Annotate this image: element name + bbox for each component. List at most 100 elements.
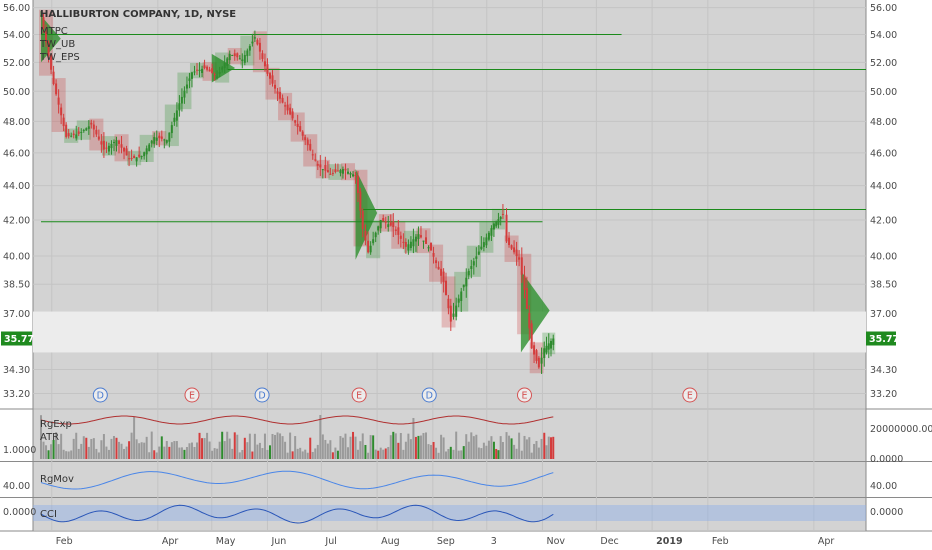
candle-body-43	[148, 144, 151, 152]
volume-bar-164	[452, 449, 455, 459]
volume-bar-85	[253, 433, 256, 459]
candle-body-181	[495, 221, 498, 227]
candle-body-183	[499, 216, 502, 220]
volume-bar-99	[289, 432, 292, 459]
candle-body-194	[528, 312, 531, 329]
volume-bar-105	[304, 449, 307, 459]
volume-bar-200	[543, 432, 546, 459]
volume-bar-39	[138, 443, 141, 459]
volume-bar-106	[306, 452, 309, 459]
volume-bar-90	[266, 449, 269, 459]
candle-body-148	[412, 239, 415, 247]
candle-body-37	[133, 155, 136, 158]
candle-body-104	[301, 131, 304, 136]
candle-body-177	[485, 237, 488, 246]
right-tick-rgexp-0: 20000000.0000	[870, 424, 932, 435]
candle-body-126	[356, 175, 359, 193]
volume-bar-117	[334, 447, 337, 459]
candle-body-23	[97, 136, 100, 140]
volume-bar-77	[233, 432, 236, 459]
volume-bar-192	[523, 435, 526, 459]
candle-body-117	[334, 169, 337, 173]
candle-body-173	[475, 256, 478, 259]
volume-bar-177	[485, 445, 488, 459]
candle-body-114	[326, 170, 329, 173]
volume-bar-74	[226, 431, 229, 459]
volume-bar-148	[412, 417, 415, 459]
candle-body-84	[251, 41, 254, 44]
indicator-tw-eps[interactable]: TW_EPS	[39, 52, 80, 63]
panel-label-atr[interactable]: ATR	[40, 432, 59, 443]
indicator-tw-ub[interactable]: TW_UB	[39, 39, 75, 50]
candle-body-102	[296, 123, 299, 127]
volume-bar-101	[294, 436, 297, 459]
volume-bar-155	[430, 444, 433, 459]
candle-body-8	[60, 107, 63, 116]
candle-body-106	[306, 139, 309, 146]
candle-body-38	[135, 157, 138, 162]
volume-bar-141	[394, 433, 397, 459]
volume-bar-79	[238, 452, 241, 459]
volume-bar-158	[437, 452, 440, 459]
panel-label-rgmov[interactable]: RgMov	[40, 474, 74, 485]
left-tick-10: 37.00	[3, 309, 30, 320]
candle-body-112	[321, 169, 324, 171]
panel-label-cci[interactable]: CCI	[40, 509, 57, 520]
volume-bar-9	[62, 449, 65, 459]
volume-bar-129	[364, 444, 367, 459]
volume-bar-197	[535, 440, 538, 459]
volume-bar-154	[427, 444, 430, 459]
candle-body-79	[238, 58, 241, 60]
candle-body-86	[256, 40, 259, 45]
volume-bar-171	[470, 432, 473, 459]
candle-body-45	[153, 136, 156, 144]
axes: D E D E D E E 56.00 56.00 54.00 54.00 52.00 52.00 50.…	[1, 3, 932, 547]
left-tick-6: 44.00	[3, 181, 30, 192]
left-tick-rgexp-0: 1.0000	[3, 445, 36, 456]
candle-body-29	[112, 142, 115, 144]
volume-bar-124	[352, 431, 355, 459]
candle-body-71	[218, 72, 221, 74]
candle-body-87	[258, 42, 261, 52]
right-tick-4: 48.00	[870, 117, 897, 128]
volume-bar-204	[552, 436, 555, 459]
volume-bar-20	[90, 438, 93, 459]
candle-body-193	[525, 288, 528, 309]
volume-bar-84	[251, 451, 254, 459]
volume-bar-136	[382, 449, 385, 459]
volume-bar-92	[271, 433, 274, 459]
volume-bar-162	[447, 449, 450, 459]
candle-body-109	[314, 159, 317, 161]
right-tick-5: 46.00	[870, 148, 897, 159]
candle-body-100	[291, 111, 294, 119]
volume-bar-167	[460, 450, 463, 459]
candle-body-88	[261, 53, 264, 59]
candle-body-139	[389, 222, 392, 226]
candle-body-130	[367, 240, 370, 253]
volume-bar-82	[246, 442, 249, 459]
volume-bar-181	[495, 448, 498, 459]
candle-body-13	[72, 133, 75, 136]
event-marker-circle-6	[682, 387, 698, 403]
volume-bar-46	[155, 452, 158, 459]
volume-bar-135	[379, 447, 382, 459]
volume-bar-146	[407, 433, 410, 459]
event-marker-circle-5	[516, 387, 532, 403]
x-axis-bg	[0, 531, 932, 550]
volume-bar-122	[346, 447, 349, 459]
candle-body-186	[508, 237, 511, 246]
candle-body-178	[487, 232, 490, 240]
indicator-mtpc[interactable]: MTPC	[40, 26, 68, 37]
volume-bar-190	[518, 432, 521, 459]
volume-bar-195	[530, 452, 533, 459]
volume-bar-57	[183, 449, 186, 459]
x-tick-8: Nov	[546, 536, 565, 547]
panel-label-rgexp[interactable]: RgExp	[40, 419, 72, 430]
volume-bar-180	[492, 441, 495, 459]
candle-body-80	[241, 59, 244, 62]
volume-bar-35	[128, 441, 131, 459]
volume-bar-16	[80, 443, 83, 459]
candle-body-166	[457, 298, 460, 303]
candle-body-188	[513, 247, 516, 253]
